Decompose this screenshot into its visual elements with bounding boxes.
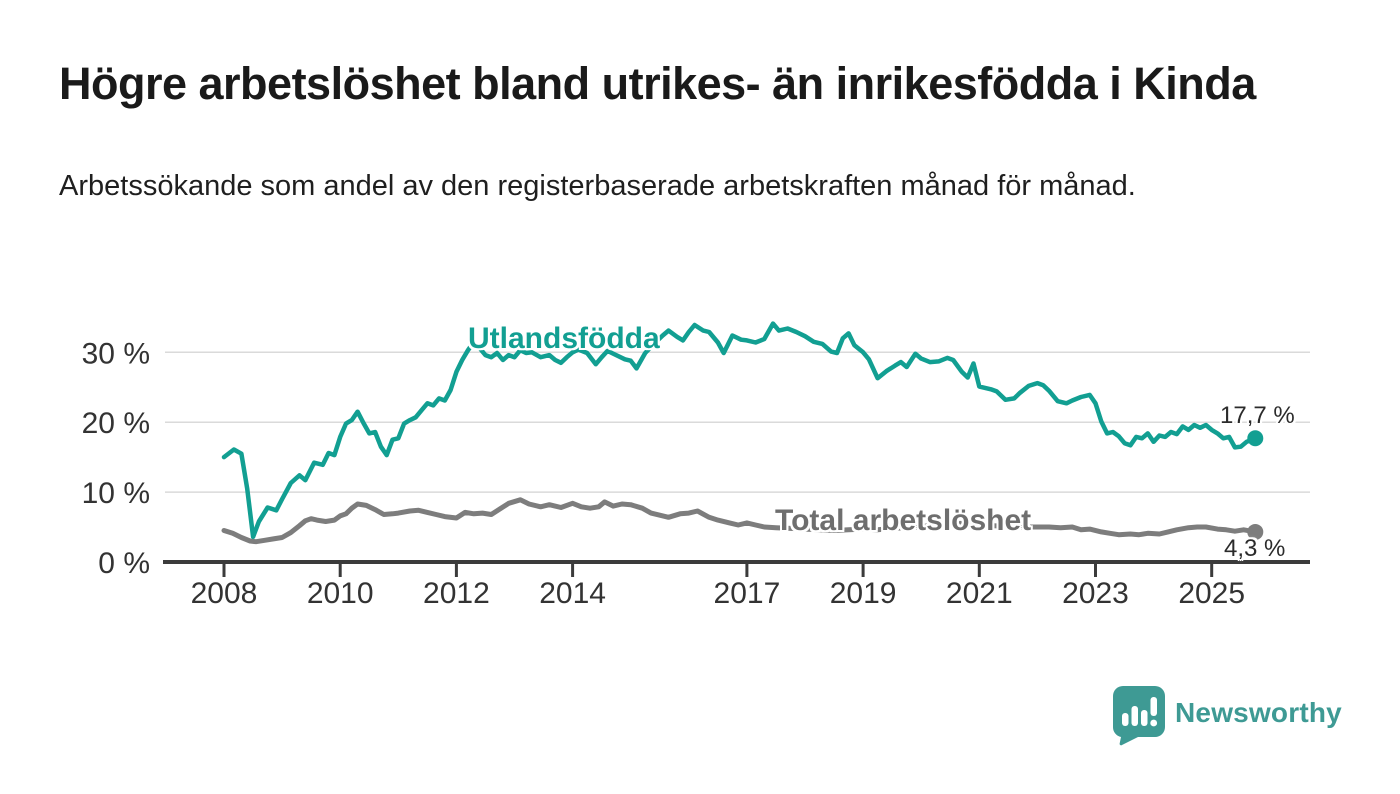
svg-text:2014: 2014 xyxy=(539,577,606,610)
end-value-label-total: 4,3 % xyxy=(1224,535,1286,562)
svg-text:2019: 2019 xyxy=(830,577,897,610)
series-label-utlandsfodda: Utlandsfödda xyxy=(468,322,660,355)
page-title: Högre arbetslöshet bland utrikes- än inr… xyxy=(59,58,1256,109)
chart-subtitle: Arbetssökande som andel av den registerb… xyxy=(59,170,1136,202)
svg-text:20 %: 20 % xyxy=(82,407,150,440)
svg-text:2023: 2023 xyxy=(1062,577,1129,610)
svg-text:2017: 2017 xyxy=(714,577,781,610)
newsworthy-logo-icon xyxy=(1113,686,1165,746)
series-label-total-arbetsloshet: Total arbetslöshet xyxy=(775,504,1032,537)
svg-text:30 %: 30 % xyxy=(82,337,150,370)
newsworthy-brand: Newsworthy xyxy=(1113,686,1342,746)
brand-name: Newsworthy xyxy=(1175,697,1342,728)
svg-text:10 %: 10 % xyxy=(82,477,150,510)
svg-text:2021: 2021 xyxy=(946,577,1013,610)
svg-text:2025: 2025 xyxy=(1178,577,1245,610)
svg-text:0 %: 0 % xyxy=(98,547,150,580)
svg-text:2008: 2008 xyxy=(191,577,258,610)
svg-text:2010: 2010 xyxy=(307,577,374,610)
end-value-label-utlandsfodda: 17,7 % xyxy=(1220,402,1295,429)
svg-text:2012: 2012 xyxy=(423,577,490,610)
